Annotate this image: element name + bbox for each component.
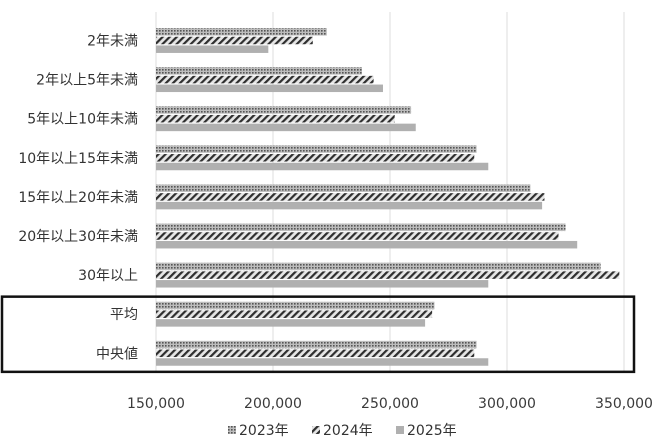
- bar-2023年-3: [156, 145, 477, 153]
- bar-2023年-7: [156, 301, 435, 310]
- highlight-box: [0, 295, 636, 374]
- bar-2024年-3: [156, 154, 475, 162]
- bar-2025年-6: [156, 280, 489, 288]
- bar-2023年-2: [156, 106, 412, 114]
- category-label: 平均: [110, 307, 138, 323]
- legend-label: 2023年: [239, 423, 289, 439]
- bar-2024年-6: [156, 271, 620, 279]
- category-label: 2年以上5年未満: [36, 73, 138, 89]
- bar-2025年-7: [156, 319, 426, 327]
- gridlines: [155, 12, 625, 372]
- bar-2025年-2: [156, 123, 416, 132]
- category-label: 10年以上15年未満: [18, 151, 138, 167]
- legend-swatch-1: [312, 426, 320, 434]
- bar-2023年-0: [156, 28, 327, 36]
- x-tick-labels: 150,000 200,000 250,000 300,000 350,000: [127, 396, 653, 412]
- bar-2024年-8: [156, 349, 475, 358]
- category-labels: 2年未満 2年以上5年未満 5年以上10年未満 10年以上15年未満 15年以上20年未…: [18, 34, 138, 363]
- category-label: 30年以上: [78, 268, 138, 284]
- bar-2024年-1: [156, 75, 374, 84]
- legend-swatch-2: [396, 426, 404, 434]
- x-tick-label: 250,000: [361, 396, 419, 412]
- bar-2023年-1: [156, 67, 362, 75]
- bar-2024年-0: [156, 36, 313, 45]
- bar-2023年-6: [156, 262, 601, 271]
- bar-2025年-3: [156, 162, 489, 171]
- category-label: 5年以上10年未満: [27, 112, 138, 128]
- bar-2025年-0: [156, 45, 269, 53]
- category-label: 2年未満: [87, 34, 138, 50]
- x-tick-label: 350,000: [595, 396, 653, 412]
- bar-2025年-4: [156, 201, 543, 210]
- legend-label: 2024年: [323, 423, 373, 439]
- bars: [156, 28, 620, 366]
- bar-2023年-8: [156, 340, 477, 349]
- legend: 2023年 2024年 2025年: [228, 423, 457, 439]
- bar-2025年-8: [156, 358, 489, 366]
- bar-2024年-5: [156, 232, 559, 240]
- bar-2025年-5: [156, 240, 578, 249]
- category-label: 20年以上30年未満: [18, 229, 138, 245]
- legend-swatch-0: [228, 426, 236, 434]
- bar-2024年-2: [156, 114, 395, 123]
- bar-2024年-7: [156, 310, 433, 318]
- x-tick-label: 150,000: [127, 396, 185, 412]
- x-tick-label: 300,000: [478, 396, 536, 412]
- bar-2023年-4: [156, 184, 531, 192]
- bar-2025年-1: [156, 84, 383, 93]
- x-tick-label: 200,000: [244, 396, 302, 412]
- bar-2024年-4: [156, 193, 545, 201]
- bar-2023年-5: [156, 223, 566, 232]
- category-label: 15年以上20年未満: [18, 190, 138, 206]
- category-label: 中央値: [96, 346, 138, 362]
- legend-label: 2025年: [407, 423, 457, 439]
